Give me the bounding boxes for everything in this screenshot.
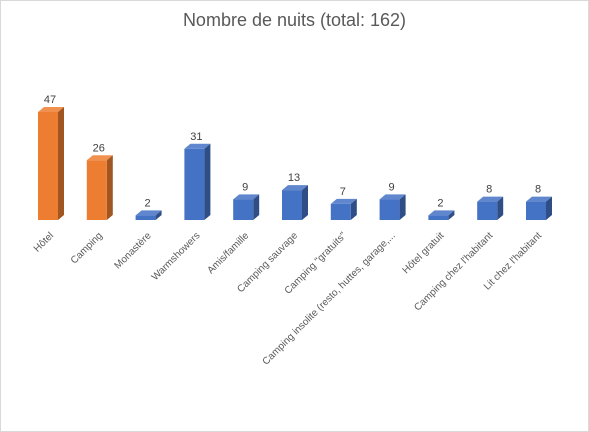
category-label: Hôtel (32, 230, 56, 254)
data-label: 31 (190, 131, 202, 143)
bar-6 (282, 185, 308, 220)
bar-3 (135, 210, 162, 220)
category-label: Camping (69, 230, 105, 266)
data-label: 2 (437, 197, 443, 209)
data-label: 9 (242, 181, 248, 193)
bar-2 (86, 155, 113, 220)
bar-4 (184, 143, 211, 220)
category-label: Camping chez l'habitant (412, 230, 495, 313)
category-label: Amis/famille (205, 230, 251, 276)
data-label: 13 (288, 172, 300, 184)
bar-7 (330, 198, 357, 220)
bar-10 (477, 196, 504, 220)
bar-11 (526, 196, 552, 220)
data-label: 2 (145, 197, 151, 209)
bar-5 (233, 194, 260, 220)
data-label: 7 (340, 186, 346, 198)
data-label: 8 (535, 184, 541, 196)
category-label: Hôtel gratuit (401, 230, 447, 276)
category-label: Warmshowers (150, 230, 203, 283)
data-label: 8 (486, 184, 492, 196)
bar-9 (428, 210, 455, 220)
bar-8 (379, 194, 406, 220)
data-label: 47 (44, 94, 56, 106)
data-label: 9 (389, 181, 395, 193)
data-label: 26 (93, 142, 105, 154)
chart-title: Nombre de nuits (total: 162) (182, 10, 407, 30)
bar-1 (38, 107, 64, 220)
category-label: Monastère (113, 230, 154, 271)
